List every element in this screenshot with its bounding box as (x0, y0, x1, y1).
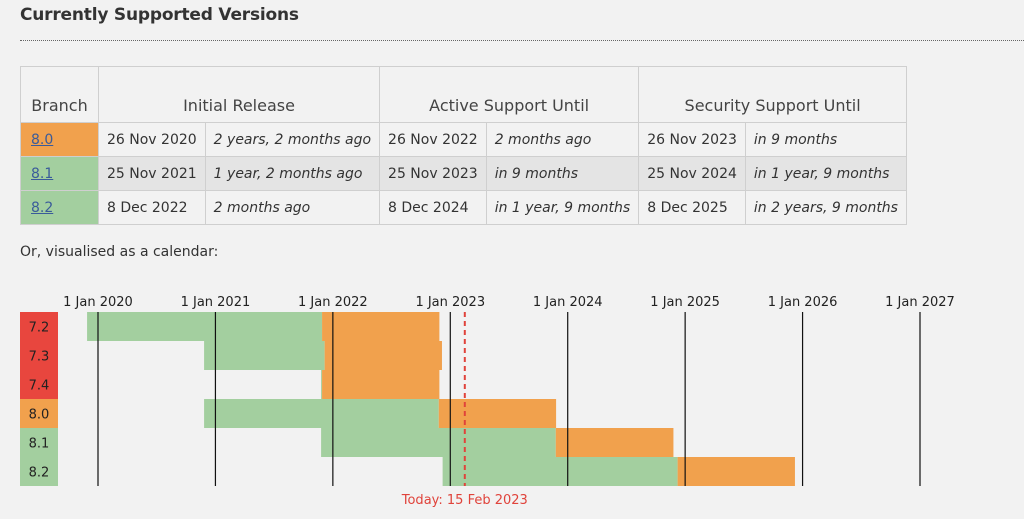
security-relative: in 1 year, 9 months (744, 156, 907, 191)
branch-label-bg (20, 312, 58, 341)
branch-label-bg (20, 370, 58, 399)
year-tick-label: 1 Jan 2025 (650, 295, 720, 310)
branch-cell: 8.0 (20, 122, 99, 157)
active-relative: in 1 year, 9 months (485, 190, 640, 225)
security-relative: in 9 months (744, 122, 907, 157)
active-support-bar (442, 457, 678, 486)
security-support-bar (324, 341, 442, 370)
title-divider (20, 40, 1024, 41)
security-support-bar (677, 457, 795, 486)
security-relative: in 2 years, 9 months (744, 190, 907, 225)
year-tick-label: 1 Jan 2021 (181, 295, 251, 310)
active-support-bar (204, 341, 325, 370)
header-active-support: Active Support Until (379, 66, 640, 123)
support-calendar-chart: 7.2 7.3 7.4 8.0 8.1 8.2 1 Jan 2020 1 Jan 2021 1 … (20, 295, 955, 508)
security-date: 8 Dec 2025 (638, 190, 746, 225)
security-date: 26 Nov 2023 (638, 122, 746, 157)
branch-label: 7.3 (29, 350, 50, 365)
active-date: 26 Nov 2022 (379, 122, 487, 157)
active-support-bar (321, 428, 556, 457)
active-support-bar (321, 370, 323, 399)
year-tick-label: 1 Jan 2026 (768, 295, 838, 310)
security-support-bar (322, 312, 440, 341)
header-initial-release: Initial Release (97, 66, 381, 123)
initial-relative: 2 years, 2 months ago (204, 122, 381, 157)
active-support-bar (87, 312, 323, 341)
security-support-bar (555, 428, 674, 457)
branch-link-8-2[interactable]: 8.2 (31, 199, 54, 216)
branch-link-8-1[interactable]: 8.1 (31, 165, 54, 182)
year-tick-label: 1 Jan 2024 (533, 295, 603, 310)
page-title: Currently Supported Versions (20, 5, 299, 25)
active-relative: 2 months ago (485, 122, 640, 157)
active-support-bar (204, 399, 439, 428)
calendar-caption: Or, visualised as a calendar: (20, 244, 219, 260)
today-label: Today: 15 Feb 2023 (401, 493, 528, 508)
branch-link-8-0[interactable]: 8.0 (31, 131, 54, 148)
initial-relative: 1 year, 2 months ago (204, 156, 381, 191)
branch-label: 8.1 (29, 437, 50, 452)
year-tick-label: 1 Jan 2022 (298, 295, 368, 310)
branch-label-bg (20, 399, 58, 428)
branch-cell: 8.2 (20, 190, 99, 225)
initial-relative: 2 months ago (204, 190, 381, 225)
security-support-bar (322, 370, 440, 399)
branch-label: 7.4 (29, 379, 50, 394)
initial-date: 8 Dec 2022 (98, 190, 206, 225)
table-row: 8.2 8 Dec 2022 2 months ago 8 Dec 2024 i… (20, 190, 907, 225)
active-date: 8 Dec 2024 (379, 190, 487, 225)
branch-label-bg (20, 428, 58, 457)
branch-label: 8.0 (29, 408, 50, 423)
active-relative: in 9 months (485, 156, 640, 191)
initial-date: 26 Nov 2020 (98, 122, 206, 157)
supported-versions-table: Branch Initial Release Active Support Un… (20, 66, 907, 225)
active-date: 25 Nov 2023 (379, 156, 487, 191)
table-row: 8.0 26 Nov 2020 2 years, 2 months ago 26… (20, 122, 907, 157)
branch-label-bg (20, 457, 58, 486)
branch-label-bg (20, 341, 58, 370)
header-security-support: Security Support Until (638, 66, 907, 123)
year-tick-label: 1 Jan 2027 (885, 295, 955, 310)
year-tick-label: 1 Jan 2023 (415, 295, 485, 310)
security-date: 25 Nov 2024 (638, 156, 746, 191)
branch-label: 7.2 (29, 321, 50, 336)
branch-label: 8.2 (29, 466, 50, 481)
security-support-bar (438, 399, 557, 428)
initial-date: 25 Nov 2021 (98, 156, 206, 191)
table-header-row: Branch Initial Release Active Support Un… (20, 66, 907, 123)
table-row: 8.1 25 Nov 2021 1 year, 2 months ago 25 … (20, 156, 907, 191)
branch-cell: 8.1 (20, 156, 99, 191)
year-tick-label: 1 Jan 2020 (63, 295, 133, 310)
header-branch: Branch (20, 66, 99, 123)
